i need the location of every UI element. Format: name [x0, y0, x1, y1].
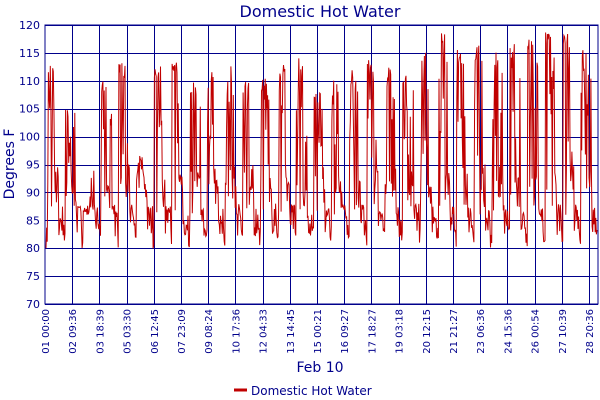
x-tick-label: 03 18:39: [95, 309, 106, 354]
y-tick-label: 120: [19, 19, 40, 32]
x-tick-label: 17 18:27: [367, 309, 378, 354]
y-tick-label: 105: [19, 103, 40, 116]
legend-label: Domestic Hot Water: [251, 384, 372, 398]
x-tick-label: 05 03:30: [123, 309, 134, 354]
y-tick-label: 75: [26, 270, 40, 283]
x-tick-label: 23 06:36: [476, 309, 487, 354]
x-tick-label: 27 10:39: [558, 309, 569, 354]
x-tick-label: 10 17:36: [231, 309, 242, 354]
y-axis-ticks: 70 75 80 85 90 95 100 105 110 115 120: [19, 19, 40, 311]
y-tick-label: 110: [19, 75, 40, 88]
plot-frame: [44, 24, 599, 305]
legend: Domestic Hot Water: [234, 384, 372, 398]
x-tick-label: 28 20:36: [585, 309, 596, 354]
x-tick-label: 24 15:36: [503, 309, 514, 354]
x-tick-label: 13 14:45: [286, 309, 297, 354]
x-tick-label: 01 00:00: [41, 309, 52, 354]
x-tick-label: 26 00:54: [531, 309, 542, 354]
y-tick-label: 70: [26, 298, 40, 311]
y-tick-label: 100: [19, 131, 40, 144]
x-tick-label: 16 09:27: [340, 309, 351, 354]
y-tick-label: 85: [26, 214, 40, 227]
x-tick-label: 21 21:27: [449, 309, 460, 354]
y-tick-label: 80: [26, 242, 40, 255]
x-tick-label: 12 04:33: [259, 309, 270, 354]
y-axis-label: Degrees F: [2, 129, 18, 200]
x-tick-label: 19 03:18: [395, 309, 406, 354]
series-line-domestic-hot-water: [45, 32, 598, 249]
y-tick-label: 90: [26, 186, 40, 199]
x-tick-label: 06 12:45: [150, 309, 161, 354]
x-tick-label: 09 08:24: [204, 309, 215, 354]
y-tick-label: 115: [19, 47, 40, 60]
x-tick-label: 02 09:36: [68, 309, 79, 354]
x-tick-label: 07 23:09: [177, 309, 188, 354]
y-tick-label: 95: [26, 159, 40, 172]
chart-title: Domestic Hot Water: [240, 2, 401, 21]
x-axis-label: Feb 10: [296, 360, 343, 376]
x-axis-ticks: 01 00:00 02 09:36 03 18:39 05 03:30 06 12:45…: [41, 309, 596, 354]
x-tick-label: 20 12:15: [422, 309, 433, 354]
x-tick-label: 15 00:21: [313, 309, 324, 354]
